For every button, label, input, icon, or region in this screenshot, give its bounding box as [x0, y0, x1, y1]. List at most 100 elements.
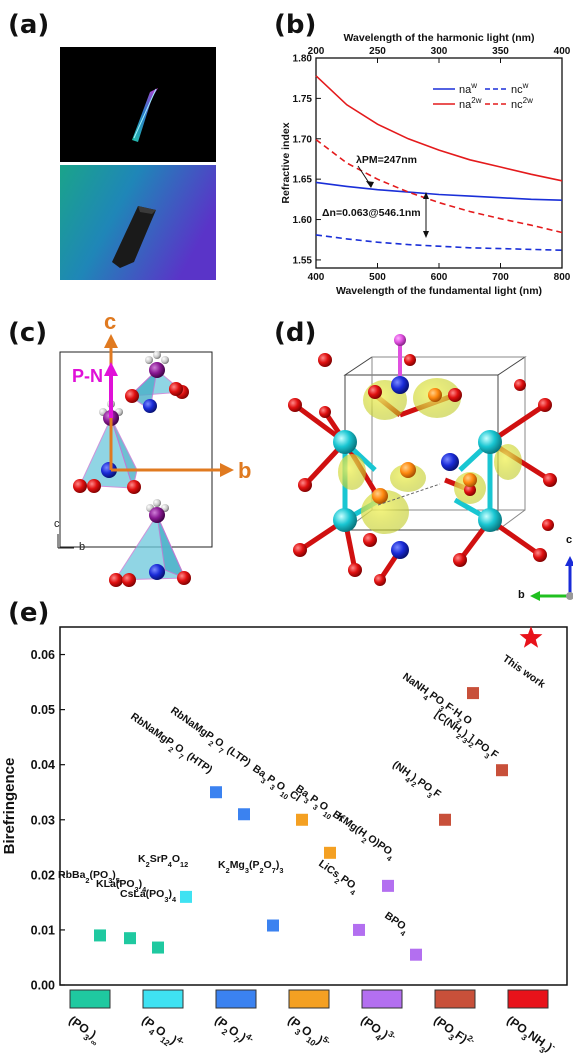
legend-label-e: (PO3F)2- [429, 1011, 477, 1053]
pm-annotation: λPM=247nm [356, 154, 417, 166]
panel-label-b: (b) [274, 10, 317, 40]
small-b-label: b [79, 541, 86, 553]
data-point-marker [94, 929, 106, 942]
data-point-label: (NH4)2PO3F [388, 759, 443, 804]
legend-swatch-e [142, 989, 184, 1009]
legend-swatch-e [288, 989, 330, 1009]
data-point-marker [382, 879, 394, 892]
legend-label-e: (PO4)3- [356, 1011, 398, 1049]
top-x-axis-title-b: Wavelength of the harmonic light (nm) [344, 32, 535, 44]
data-point-marker [124, 932, 136, 945]
data-point-marker [152, 941, 164, 954]
data-point-label: CsLa(PO3)4 [120, 888, 177, 904]
panel-label-a: (a) [8, 10, 50, 40]
legend-swatch-e [69, 989, 111, 1009]
pm-arrowhead [366, 181, 374, 188]
x-axis-title-b: Wavelength of the fundamental light (nm) [336, 285, 542, 297]
series-line-na-w [315, 181, 563, 201]
y-tick-label-b: 1.80 [293, 54, 313, 65]
data-point-label: KMg(H2O)PO4 [332, 811, 398, 864]
data-point-label: Ba3P3O10Cl [248, 763, 302, 808]
legend-label-b: naw [459, 81, 477, 96]
data-point-marker [238, 808, 250, 821]
legend-label-e: (P3O10)5- [283, 1011, 333, 1054]
data-point-marker [180, 890, 192, 903]
panel-label-e: (e) [8, 598, 50, 628]
data-point-marker [210, 786, 222, 799]
y-tick-label-b: 1.55 [293, 255, 313, 266]
legend-label-e: (PO3)∞ [64, 1013, 104, 1048]
top-x-tick-label-b: 300 [431, 46, 448, 57]
legend-swatch-e [215, 989, 257, 1009]
y-tick-label-e: 0.05 [31, 703, 55, 717]
top-x-tick-label-b: 400 [554, 46, 571, 57]
data-point-marker [353, 923, 365, 936]
series-line-nc-2w [315, 138, 563, 234]
dn-arrowhead-down [423, 231, 429, 238]
data-point-label: RbNaMgP2O7 (HTP) [126, 711, 214, 779]
data-point-marker [467, 687, 479, 700]
x-tick-label-b: 700 [492, 272, 509, 283]
data-point-label: K2Mg3(P2O7)3 [218, 859, 283, 875]
top-x-tick-label-b: 350 [492, 46, 509, 57]
y-tick-label-b: 1.60 [293, 215, 313, 226]
y-tick-label-e: 0.04 [31, 758, 55, 772]
d-axis-b-label: b [518, 589, 525, 601]
data-point-label: KLa(PO3)4 [96, 878, 147, 894]
y-tick-label-e: 0.03 [31, 813, 55, 827]
data-point-marker [267, 919, 279, 932]
x-tick-label-b: 500 [369, 272, 386, 283]
small-c-label: c [54, 518, 60, 530]
legend-label-b: na2w [459, 96, 482, 111]
data-point-label: RbBa2(PO3)5 [58, 869, 120, 885]
data-point-label: BPO4 [380, 910, 412, 939]
axis-c-label: c [104, 309, 117, 334]
legend-label-e: (P2O7)4- [210, 1011, 256, 1052]
panel-label-c: (c) [8, 318, 48, 348]
y-axis-title-b: Refractive index [280, 122, 292, 203]
legend-label-b: nc2w [511, 96, 533, 111]
y-tick-label-e: 0.01 [31, 923, 55, 937]
x-tick-label-b: 800 [554, 272, 571, 283]
data-point-label: This work [500, 653, 547, 691]
x-tick-label-b: 600 [431, 272, 448, 283]
data-point-marker [410, 948, 422, 961]
series-line-na-2w [315, 75, 563, 182]
axis-b-label: b [238, 458, 252, 483]
legend-swatch-e [361, 989, 403, 1009]
dn-arrowhead-up [423, 192, 429, 199]
plot-frame-e [59, 626, 568, 986]
y-tick-label-b: 1.70 [293, 134, 313, 145]
top-x-tick-label-b: 250 [369, 46, 386, 57]
legend-label-e: (P4O12)4- [137, 1011, 187, 1054]
legend-swatch-e [507, 989, 549, 1009]
y-tick-label-b: 1.75 [293, 94, 313, 105]
data-point-marker [496, 764, 508, 777]
y-tick-label-b: 1.65 [293, 175, 313, 186]
series-line-nc-w [315, 234, 563, 251]
y-tick-label-e: 0.06 [31, 648, 55, 662]
x-tick-label-b: 400 [308, 272, 325, 283]
star-marker-this-work [519, 626, 543, 648]
data-point-label: LiCs2PO4 [314, 858, 361, 898]
y-tick-label-e: 0.02 [31, 868, 55, 882]
y-axis-title-e: Birefringence [1, 758, 18, 855]
legend-label-b: ncw [511, 81, 529, 96]
data-point-label: NaNH4PO3F·H2O [398, 671, 474, 731]
dn-annotation: Δn=0.063@546.1nm [322, 207, 421, 219]
data-point-marker [296, 813, 308, 826]
data-point-marker [324, 846, 336, 859]
pn-bond-label: P-N [72, 366, 103, 386]
data-point-marker [439, 813, 451, 826]
d-axis-c-label: c [566, 534, 573, 546]
y-tick-label-e: 0.00 [31, 979, 55, 993]
panel-label-d: (d) [274, 318, 317, 348]
legend-swatch-e [434, 989, 476, 1009]
data-point-label: K2SrP4O12 [138, 853, 188, 869]
top-x-tick-label-b: 200 [308, 46, 325, 57]
